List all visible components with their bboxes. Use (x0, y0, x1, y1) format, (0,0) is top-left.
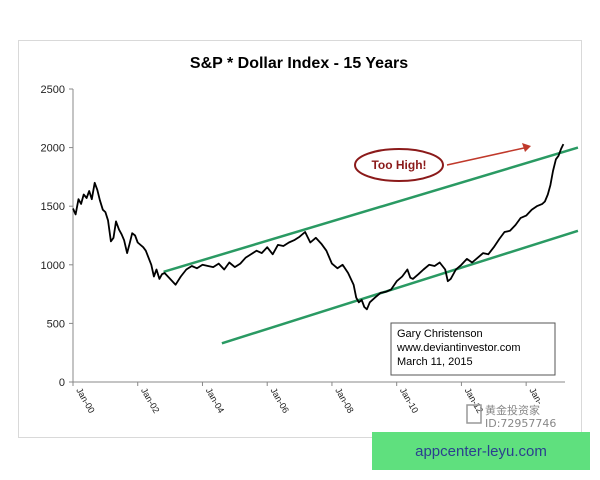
trendline-upper (163, 146, 579, 274)
watermark: 黄金投资家 ID:72957746 (466, 403, 556, 430)
x-tick-label: Jan-04 (204, 386, 226, 415)
callout-text: Too High! (371, 158, 426, 172)
y-axis-ticks: 0 500 1000 1500 2000 2500 (41, 84, 73, 389)
axes (72, 89, 565, 383)
footer-text[interactable]: appcenter-leyu.com (415, 442, 547, 460)
x-tick-label: Jan-12 (463, 386, 485, 415)
chart-title: S&P * Dollar Index - 15 Years (190, 55, 408, 72)
trendlines (163, 146, 579, 345)
watermark-logo-icon (466, 404, 482, 424)
callout-ellipse (354, 148, 444, 182)
x-tick-label: Jan-10 (398, 386, 420, 415)
info-box-line-1: Gary Christenson (397, 328, 483, 340)
info-box: Gary Christenson www.deviantinvestor.com… (390, 322, 556, 376)
y-tick-label: 2000 (41, 143, 65, 155)
x-tick-label: Jan-00 (74, 386, 96, 415)
series-group (72, 143, 565, 311)
chart-frame: S&P * Dollar Index - 15 Years 0 500 1000 15… (18, 40, 582, 438)
x-axis-ticks: Jan-00 Jan-02 Jan-04 Jan-06 Jan-08 Jan-10 Jan-… (72, 382, 545, 415)
x-tick-label: Jan-02 (139, 386, 161, 415)
info-box-rect (390, 322, 556, 376)
y-tick-label: 500 (47, 318, 65, 330)
series-line-0 (72, 143, 565, 311)
callout-arrowhead (522, 143, 531, 152)
y-tick-label: 2500 (41, 84, 65, 96)
y-tick-label: 1000 (41, 260, 65, 272)
too-high-callout: Too High! (354, 143, 531, 182)
info-box-line-3: March 11, 2015 (397, 356, 473, 368)
x-tick-label: Jan-06 (268, 386, 290, 415)
y-tick-label: 0 (59, 377, 65, 389)
callout-arrow (446, 147, 525, 166)
info-box-line-2: www.deviantinvestor.com (396, 342, 521, 354)
watermark-line-1: 黄金投资家 (485, 403, 540, 417)
footer-banner[interactable]: appcenter-leyu.com (372, 432, 590, 470)
x-tick-label: Jan-08 (333, 386, 355, 415)
trendline-lower (221, 229, 579, 345)
y-tick-label: 1500 (41, 201, 65, 213)
chart-svg: S&P * Dollar Index - 15 Years 0 500 1000 15… (41, 55, 579, 430)
watermark-line-2: ID:72957746 (485, 417, 556, 430)
